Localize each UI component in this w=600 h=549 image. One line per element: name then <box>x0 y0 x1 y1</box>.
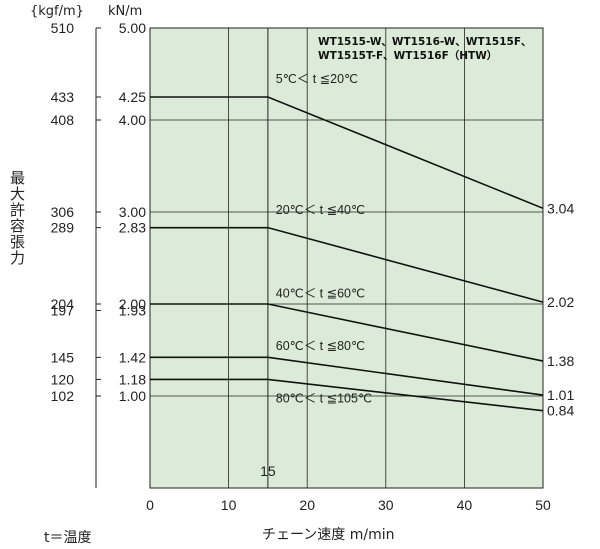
kn-tick-label: 2.00 <box>119 296 146 312</box>
kgf-tick-label: 408 <box>51 112 75 128</box>
series-line <box>150 356 544 396</box>
x-tick-label: 0 <box>146 497 154 513</box>
kn-tick-label: 4.00 <box>119 112 146 128</box>
kn-tick-label: 2.83 <box>119 220 146 236</box>
series-label: 5℃＜ t ≦20℃ <box>276 72 358 86</box>
kgf-tick-label: 306 <box>51 204 75 220</box>
series-end-label: 1.01 <box>547 387 574 403</box>
kn-tick-label: 1.00 <box>119 388 146 404</box>
series-end-label: 1.38 <box>547 353 574 369</box>
series-label: 40℃＜ t ≦60℃ <box>276 287 365 301</box>
x-tick-label: 30 <box>378 497 394 513</box>
x-tick-label: 10 <box>221 497 237 513</box>
kgf-tick-label: 102 <box>51 388 75 404</box>
series-end-label: 0.84 <box>547 403 574 419</box>
series-line <box>150 303 544 362</box>
kgf-unit-label: {kgf/m} <box>30 4 84 19</box>
kn-unit-label: kN/m <box>108 4 143 19</box>
kn-tick-label: 5.00 <box>119 20 146 36</box>
kn-tick-label: 4.25 <box>119 89 146 105</box>
x-tick-label: 50 <box>535 497 551 513</box>
x-axis-title: チェーン速度 m/min <box>262 527 395 543</box>
y-axis-title: 最大許容張力 <box>8 170 26 266</box>
plot-area <box>149 27 544 489</box>
series-line <box>150 96 544 210</box>
x-marker-label: 15 <box>260 463 276 479</box>
x-tick-label: 40 <box>457 497 473 513</box>
temperature-note: t＝温度 <box>44 530 92 546</box>
kn-tick-label: 1.18 <box>119 371 146 387</box>
series-label: 20℃＜ t ≦40℃ <box>276 203 365 217</box>
kgf-tick-label: 289 <box>51 220 75 236</box>
kgf-tick-label: 510 <box>51 20 75 36</box>
series-end-label: 2.02 <box>547 294 574 310</box>
kgf-tick-label: 197 <box>51 302 75 318</box>
series-label: 60℃＜ t ≦80℃ <box>276 339 365 353</box>
kn-tick-label: 1.93 <box>119 302 146 318</box>
models-note: WT1515-W、WT1516-W、WT1515F、WT1515T-F、WT15… <box>318 36 532 62</box>
series-label: 80℃＜ t ≦105℃ <box>276 391 372 405</box>
kn-tick-label: 3.00 <box>119 204 146 220</box>
kn-tick-label: 1.42 <box>119 349 146 365</box>
series-line <box>150 226 544 303</box>
kgf-tick-label: 120 <box>51 371 75 387</box>
kgf-tick-label: 433 <box>51 89 75 105</box>
kgf-tick-label: 145 <box>51 349 75 365</box>
x-tick-label: 20 <box>299 497 315 513</box>
kgf-tick-label: 204 <box>51 296 75 312</box>
series-line <box>150 378 544 412</box>
series-end-label: 3.04 <box>547 200 574 216</box>
